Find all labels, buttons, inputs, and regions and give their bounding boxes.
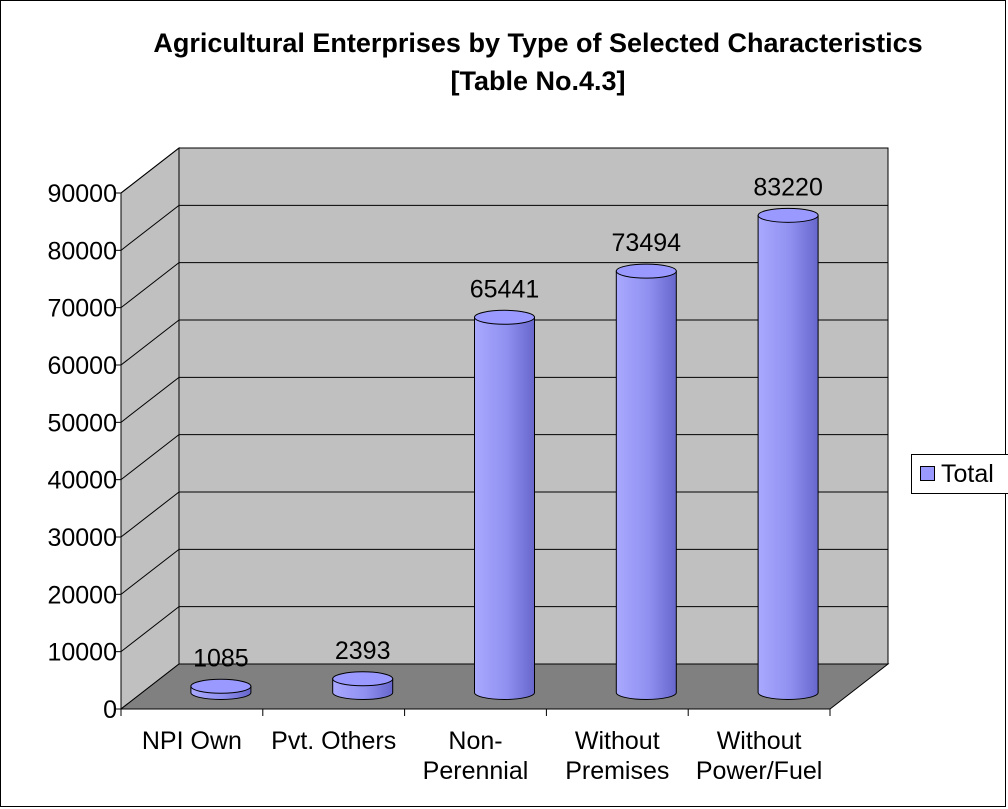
gridline-side — [120, 548, 180, 595]
x-tick-label: NPI Own — [142, 727, 242, 755]
x-tick-label: Premises — [565, 757, 669, 785]
y-tick-label: 90000 — [47, 180, 117, 208]
bar — [615, 263, 677, 700]
y-tick-label: 0 — [103, 696, 117, 724]
y-tick-label: 80000 — [47, 237, 117, 265]
gridline-side — [120, 204, 180, 251]
y-tick-label: 30000 — [47, 524, 117, 552]
gridline-side — [120, 262, 180, 309]
gridline-side — [120, 606, 180, 653]
gridline-side — [120, 491, 180, 538]
x-tick-label: Perennial — [423, 757, 529, 785]
x-tick-label: Power/Fuel — [696, 757, 822, 785]
bar — [757, 207, 819, 700]
y-tick-label: 10000 — [47, 639, 117, 667]
chart-title-line-1: Agricultural Enterprises by Type of Sele… — [153, 28, 923, 58]
bar-top — [332, 671, 394, 687]
data-label: 2393 — [335, 637, 391, 665]
x-tick-label: Without — [717, 727, 802, 755]
bar — [190, 678, 252, 700]
bar-top — [190, 678, 252, 694]
y-tick-label: 50000 — [47, 409, 117, 437]
data-label: 1085 — [193, 644, 249, 672]
bar — [474, 309, 535, 700]
y-tick-label: 70000 — [47, 295, 117, 323]
chart-title-line-2: [Table No.4.3] — [450, 66, 626, 96]
gridline-side — [120, 319, 180, 366]
gridline-side — [120, 376, 180, 423]
y-tick-label: 20000 — [47, 581, 117, 609]
bar — [332, 671, 394, 700]
chart-title: Agricultural Enterprises by Type of Sele… — [10, 24, 1008, 100]
gridline-side — [120, 147, 180, 194]
legend-label: Total — [941, 460, 994, 488]
y-tick-label: 40000 — [47, 467, 117, 495]
bar-top — [757, 207, 819, 223]
x-tick-label: Non- — [448, 727, 502, 755]
bar-top — [474, 309, 535, 325]
side-wall — [120, 146, 180, 711]
gridline-side — [120, 434, 180, 481]
data-label: 83220 — [753, 173, 823, 201]
bar-body — [474, 316, 535, 700]
bar-top — [615, 263, 677, 279]
x-tick-label: Pvt. Others — [271, 727, 396, 755]
bar-body — [757, 214, 819, 700]
legend: Total — [911, 454, 1008, 494]
x-tick-label: Without — [575, 727, 660, 755]
data-label: 65441 — [470, 275, 540, 303]
legend-swatch — [920, 466, 935, 481]
bar-body — [615, 270, 677, 700]
data-label: 73494 — [612, 229, 682, 257]
y-tick-label: 60000 — [47, 352, 117, 380]
